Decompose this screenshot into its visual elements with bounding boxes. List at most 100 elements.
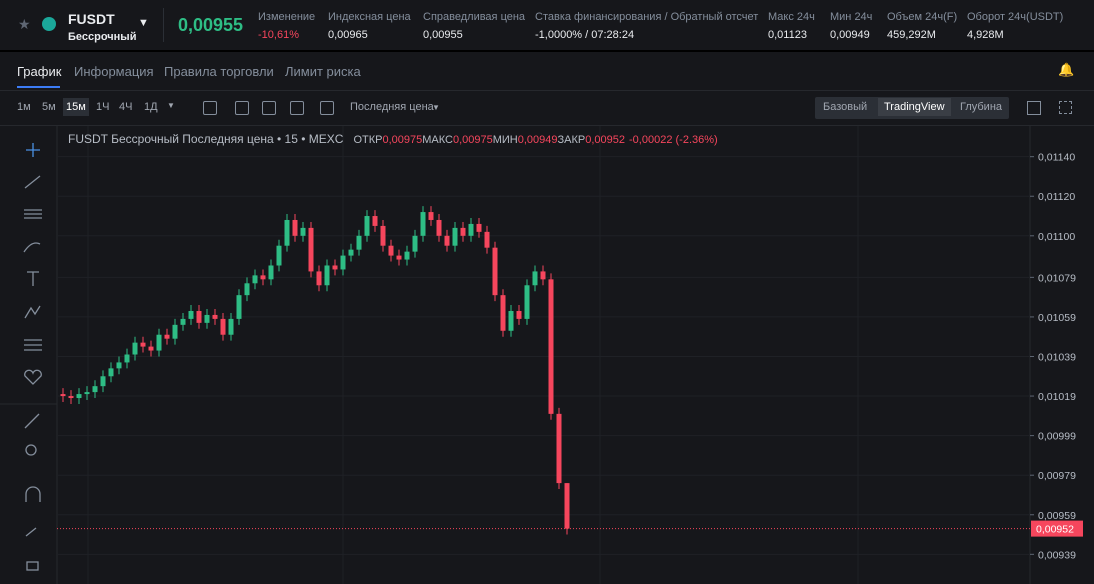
drawing-tools[interactable] <box>23 143 42 571</box>
stat-value: 0,00965 <box>328 29 368 41</box>
view-option[interactable]: Глубина <box>960 101 1003 113</box>
candle-body <box>252 275 258 284</box>
candle-body <box>308 227 314 272</box>
stat-label: Изменение <box>258 11 316 23</box>
candle-body <box>484 231 490 248</box>
symbol-dropdown[interactable]: ▼ <box>138 17 149 29</box>
price-type[interactable]: Последняя цена <box>350 101 434 113</box>
candle-body <box>172 324 178 339</box>
tab[interactable]: Лимит риска <box>285 64 361 79</box>
tabs: График Информация Правила торговли Лимит ри… <box>0 52 1094 91</box>
candle-body <box>76 394 82 399</box>
candle-body <box>108 368 114 377</box>
candle-body <box>100 376 106 387</box>
ohlc-value: 0,00975 <box>453 134 493 146</box>
candle-body <box>60 394 66 397</box>
candle-body <box>500 295 506 331</box>
interval[interactable]: 4Ч <box>119 101 133 113</box>
candle-body <box>68 396 74 399</box>
candle-body <box>380 225 386 246</box>
toolbar-icon[interactable] <box>262 101 276 115</box>
ohlc-value: 0,00975 <box>382 134 422 146</box>
interval[interactable]: 1Ч <box>96 101 110 113</box>
symbol[interactable]: FUSDT <box>68 11 115 27</box>
view-option[interactable]: TradingView <box>878 98 951 116</box>
y-tick-label: 0,01140 <box>1038 152 1075 164</box>
candle-body <box>244 283 250 296</box>
y-tick-label: 0,00979 <box>1038 470 1076 482</box>
candle-body <box>204 314 210 323</box>
candle-body <box>524 285 530 319</box>
stat-label: Справедливая цена <box>423 11 526 23</box>
interval[interactable]: 1Д <box>144 101 158 113</box>
candle-body <box>548 279 554 414</box>
candle-body <box>396 255 402 260</box>
candle-body <box>348 249 354 256</box>
candle-body <box>92 386 98 393</box>
stat-label: Ставка финансирования / Обратный отсчет <box>535 11 759 23</box>
ohlc-change: -0,00022 (-2.36%) <box>629 134 718 146</box>
interval[interactable]: 5м <box>42 101 56 113</box>
ohlc-legend: ОТКР0,00975МАКС0,00975МИН0,00949ЗАКР0,00… <box>353 134 717 146</box>
candle-body <box>140 342 146 347</box>
fullscreen-icon[interactable] <box>1059 101 1072 114</box>
interval[interactable]: 15м <box>63 98 89 116</box>
favorite-star[interactable]: ★ <box>18 16 31 32</box>
candle-body <box>372 216 378 226</box>
candle-body <box>444 235 450 246</box>
candle-body <box>220 318 226 335</box>
stat-label: Макс 24ч <box>768 11 815 23</box>
candle-body <box>284 219 290 246</box>
toolbar-icon[interactable] <box>203 101 217 115</box>
last-price-tag <box>1031 520 1083 537</box>
candle-body <box>148 346 154 351</box>
ohlc-label: ОТКР <box>353 134 382 146</box>
candle-body <box>276 245 282 266</box>
ohlc-label: МАКС <box>422 134 453 146</box>
candle-body <box>452 227 458 246</box>
y-tick-label: 0,01039 <box>1038 351 1076 363</box>
last-price: 0,00955 <box>178 15 244 35</box>
candle-body <box>268 265 274 280</box>
stat-label: Оборот 24ч(USDT) <box>967 11 1064 23</box>
candle-body <box>460 227 466 236</box>
toolbar-icon[interactable] <box>235 101 249 115</box>
chart: 0,01140 0,01120 0,01100 0,01079 0,01059 0,010… <box>0 126 1094 584</box>
tab[interactable]: Правила торговли <box>164 64 274 79</box>
chart-title: FUSDT Бессрочный Последняя цена • 15 • M… <box>68 132 344 146</box>
toolbar-icon[interactable] <box>320 101 334 115</box>
candle-body <box>436 219 442 236</box>
toolbar-icon[interactable] <box>290 101 304 115</box>
y-tick-label: 0,01120 <box>1038 191 1075 203</box>
y-tick-label: 0,01019 <box>1038 391 1076 403</box>
candle-body <box>412 235 418 252</box>
interval-dropdown[interactable]: ▼ <box>167 101 175 110</box>
candle-body <box>468 223 474 236</box>
stat-label: Мин 24ч <box>830 11 873 23</box>
candle-body <box>228 318 234 335</box>
bell-icon[interactable]: 🔔 <box>1058 62 1075 77</box>
price-type-caret[interactable]: ▼ <box>432 103 440 112</box>
interval[interactable]: 1м <box>17 101 31 113</box>
tab[interactable]: Информация <box>74 64 154 79</box>
candle-body <box>340 255 346 270</box>
contract-type: Бессрочный <box>68 31 137 43</box>
stat-value: -1,0000% / 07:28:24 <box>535 29 635 41</box>
candle-body <box>492 247 498 296</box>
view-option[interactable]: Базовый <box>823 101 868 113</box>
ohlc-value: 0,00952 <box>585 134 625 146</box>
tab[interactable]: График <box>17 64 62 79</box>
stat-label: Объем 24ч(F) <box>887 11 958 23</box>
candle-body <box>164 334 170 339</box>
chart-toolbar: 1м 5м 15м 1Ч 4Ч 1Д ▼ Последняя цена ▼ Базовый Trad… <box>0 91 1094 126</box>
candle-body <box>188 310 194 319</box>
stat-value: 0,00955 <box>423 29 463 41</box>
candle-body <box>364 216 370 236</box>
candle-body <box>324 265 330 286</box>
y-tick-label: 0,00999 <box>1038 431 1076 443</box>
stat-value: 0,01123 <box>768 29 807 41</box>
last-price-label: 0,00952 <box>1036 524 1074 536</box>
y-tick-label: 0,00939 <box>1038 549 1076 561</box>
settings-icon[interactable] <box>1027 101 1041 115</box>
